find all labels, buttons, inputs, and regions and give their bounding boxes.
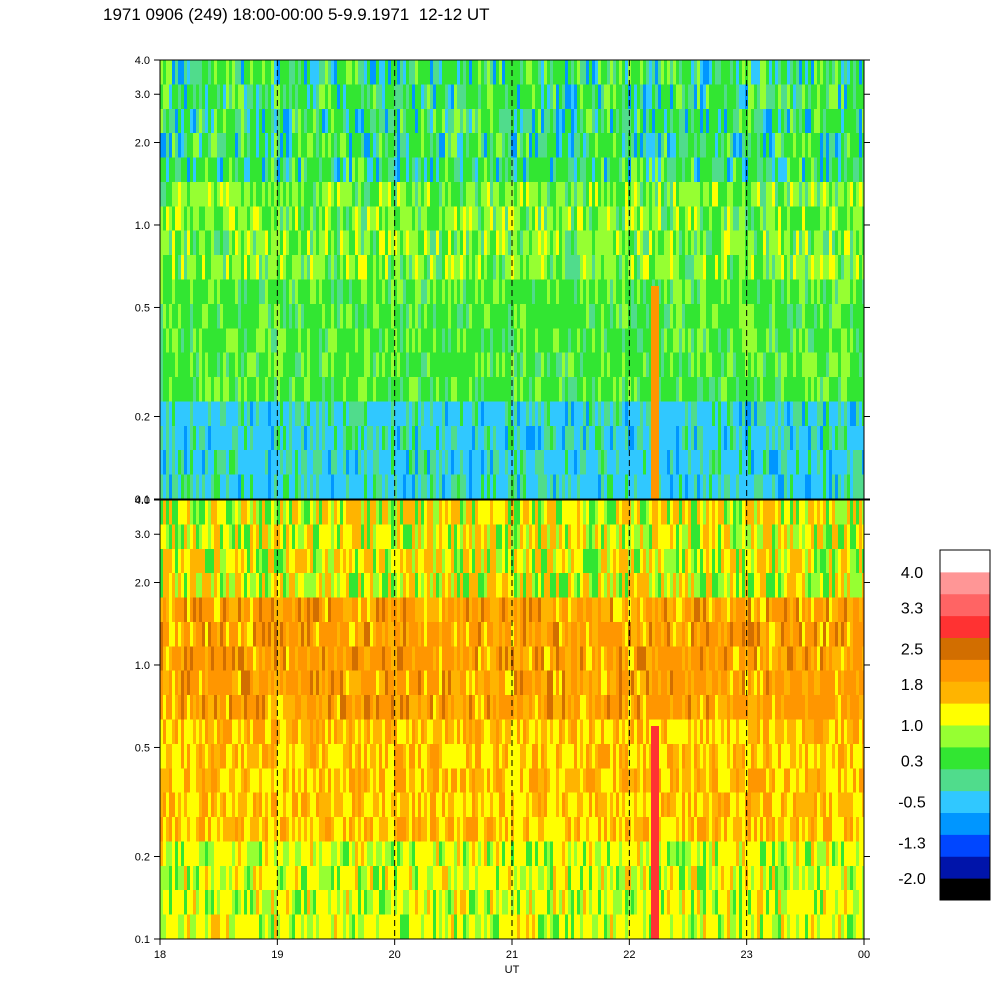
colorbar-segment	[940, 768, 990, 792]
colorbar-label: -1.3	[898, 835, 926, 852]
hour-grid-lines	[276, 60, 748, 939]
spectrogram-lower-panel	[160, 500, 864, 939]
colorbar-segment	[940, 550, 990, 573]
colorbar-label: 3.3	[901, 601, 923, 618]
colorbar-segment	[940, 790, 990, 813]
y-tick-label: 0.2	[135, 852, 150, 864]
colorbar-segment	[940, 856, 990, 879]
x-tick-label: 20	[389, 949, 401, 961]
colorbar-segment	[940, 571, 990, 595]
x-tick-label: 19	[271, 949, 283, 961]
x-axis-label: UT	[505, 964, 520, 976]
y-tick-label: 2.0	[135, 137, 150, 149]
colorbar-segment	[940, 878, 990, 901]
colorbar: 4.0 3.3 2.5 1.8 1.0 0.3 -0.5 -1.3 -2.0	[898, 549, 991, 901]
y-tick-label: 3.0	[135, 529, 150, 541]
y-tick-label: 0.2	[135, 412, 150, 424]
colorbar-label: -0.5	[898, 795, 926, 812]
chart-title: 1971 0906 (249) 18:00-00:00 5-9.9.1971 1…	[103, 5, 490, 24]
x-tick-label: 23	[741, 949, 753, 961]
colorbar-label: 1.8	[901, 677, 923, 694]
colorbar-segment	[940, 615, 990, 638]
colorbar-label: 0.3	[901, 754, 923, 771]
y-tick-label: 2.0	[135, 577, 150, 589]
y-tick-label: 0.5	[135, 742, 150, 754]
colorbar-segment	[940, 812, 990, 835]
x-tick-label: 00	[858, 949, 870, 961]
colorbar-segment	[940, 637, 990, 660]
y-tick-label: 0.5	[135, 302, 150, 314]
colorbar-segment	[940, 834, 990, 857]
x-tick-label: 18	[154, 949, 166, 961]
colorbar-label: -2.0	[898, 871, 926, 888]
colorbar-segment	[940, 593, 990, 617]
y-tick-label: 1.0	[135, 220, 150, 232]
y-tick-label: 4.0	[135, 495, 150, 507]
x-tick-label: 22	[623, 949, 635, 961]
colorbar-segment	[940, 746, 990, 770]
y-tick-label: 0.1	[135, 494, 150, 506]
colorbar-label: 4.0	[901, 565, 923, 582]
colorbar-label: 2.5	[901, 641, 923, 658]
y-tick-label: 1.0	[135, 660, 150, 672]
colorbar-frame	[939, 549, 991, 901]
spectrogram-upper-panel	[160, 60, 864, 499]
y-tick-label: 4.0	[135, 55, 150, 67]
y-tick-label: 0.1	[135, 934, 150, 946]
y-tick-label: 3.0	[135, 89, 150, 101]
colorbar-segment	[940, 703, 990, 726]
colorbar-segment	[940, 725, 990, 748]
axis-ticks: 0.10.20.51.02.03.04.00.10.20.51.02.03.04…	[135, 55, 870, 976]
x-tick-label: 21	[506, 949, 518, 961]
colorbar-segment	[940, 659, 990, 682]
colorbar-segment	[940, 681, 990, 704]
panel-frame-upper	[159, 59, 865, 500]
colorbar-label: 1.0	[901, 718, 923, 735]
